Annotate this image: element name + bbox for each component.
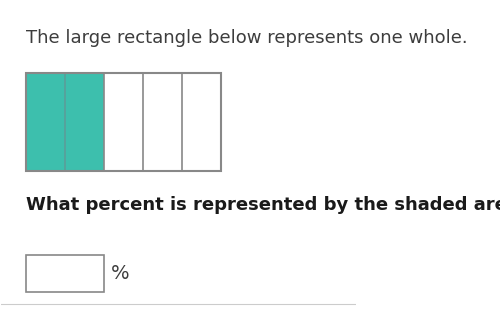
Bar [143, 72, 182, 172]
Bar [26, 72, 65, 172]
Bar [182, 72, 221, 172]
Bar [65, 72, 104, 172]
Text: What percent is represented by the shaded area?: What percent is represented by the shade… [26, 197, 500, 214]
Text: %: % [111, 264, 130, 283]
Text: The large rectangle below represents one whole.: The large rectangle below represents one… [26, 30, 468, 47]
Bar [26, 255, 104, 292]
Bar [26, 72, 221, 172]
Bar [104, 72, 143, 172]
